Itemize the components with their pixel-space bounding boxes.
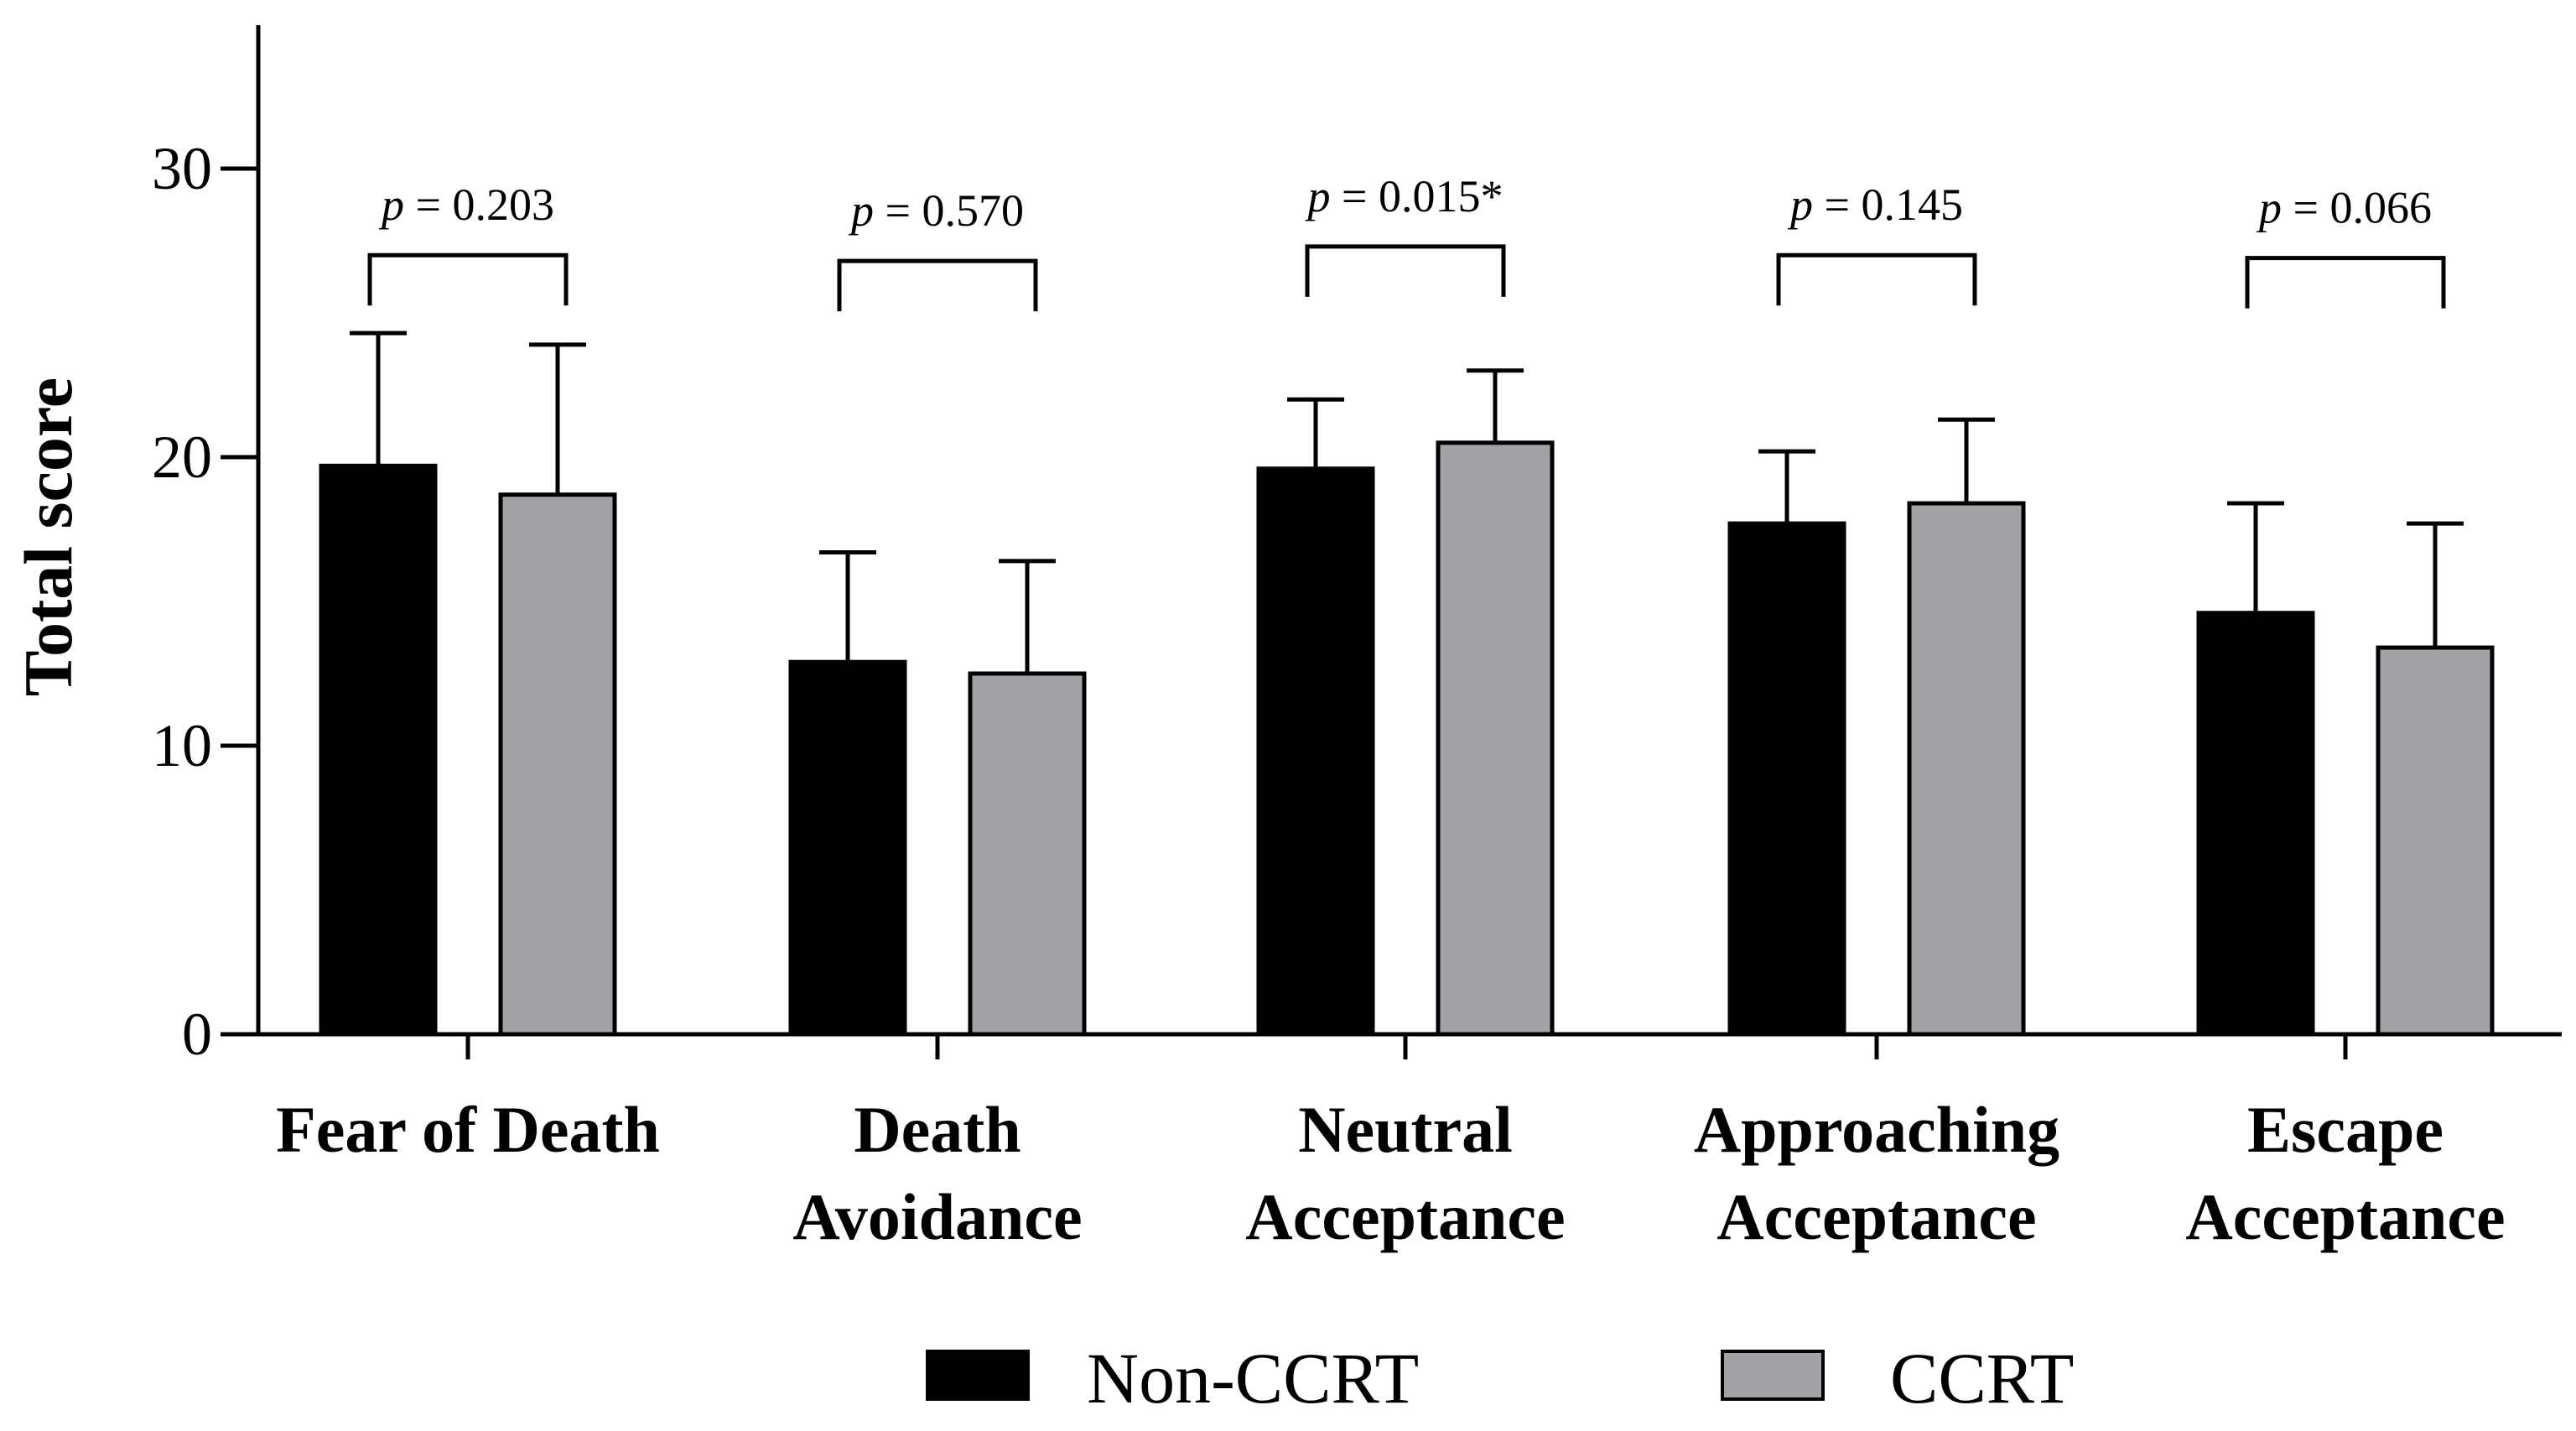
significance-bracket-2 (1305, 244, 1506, 297)
x-tick-label-4-line2: Acceptance (2185, 1180, 2505, 1253)
legend-swatch-ccrt (1721, 1350, 1825, 1401)
bar-non-ccrt-0 (319, 463, 438, 1037)
x-tick-label-1: Death (854, 1093, 1021, 1166)
p-value-label-1: p = 0.570 (848, 185, 1024, 236)
p-value-label-3: p = 0.145 (1787, 180, 1963, 230)
y-tick-label-30: 30 (152, 135, 212, 202)
bar-ccrt-2 (1436, 440, 1555, 1037)
axes-layer: 0 10 20 30 Fear of Death Death Avoidance Neutra… (152, 25, 2562, 1253)
significance-bracket-4 (2245, 256, 2446, 309)
significance-bracket-0 (367, 252, 569, 306)
x-tick-label-3: Approaching (1694, 1093, 2059, 1166)
x-tick-label-4: Escape (2247, 1093, 2444, 1166)
bar-non-ccrt-4 (2196, 611, 2315, 1037)
legend: Non-CCRT CCRT (926, 1338, 2074, 1418)
bars-layer (319, 440, 2495, 1037)
p-value-label-4: p = 0.066 (2256, 183, 2432, 233)
x-tick-label-0: Fear of Death (276, 1093, 660, 1166)
bar-non-ccrt-3 (1727, 521, 1846, 1037)
legend-label-non-ccrt: Non-CCRT (1087, 1338, 1419, 1418)
error-bars-layer (350, 330, 2464, 674)
y-tick-label-20: 20 (152, 424, 212, 491)
bar-non-ccrt-2 (1256, 466, 1375, 1037)
legend-swatch-non-ccrt (926, 1350, 1030, 1401)
legend-label-ccrt: CCRT (1890, 1338, 2074, 1418)
p-value-label-0: p = 0.203 (378, 180, 554, 230)
bar-ccrt-1 (968, 671, 1087, 1037)
x-tick-label-2-line2: Acceptance (1245, 1180, 1565, 1253)
bar-non-ccrt-1 (788, 659, 907, 1037)
significance-bracket-3 (1776, 252, 1977, 306)
p-value-label-2: p = 0.015* (1305, 171, 1504, 221)
bar-ccrt-4 (2376, 645, 2495, 1037)
y-tick-label-10: 10 (152, 712, 212, 779)
x-tick-label-1-line2: Avoidance (792, 1180, 1082, 1253)
y-tick-label-0: 0 (182, 1001, 212, 1068)
bar-ccrt-0 (498, 492, 617, 1037)
significance-brackets-layer: p = 0.203 p = 0.570 p = 0.015* p = 0.145 p =… (367, 171, 2446, 312)
x-tick-label-2: Neutral (1298, 1093, 1513, 1166)
y-axis-title: Total score (10, 377, 86, 696)
x-tick-label-3-line2: Acceptance (1716, 1180, 2036, 1253)
bar-ccrt-3 (1907, 501, 2026, 1037)
significance-bracket-1 (837, 258, 1038, 312)
